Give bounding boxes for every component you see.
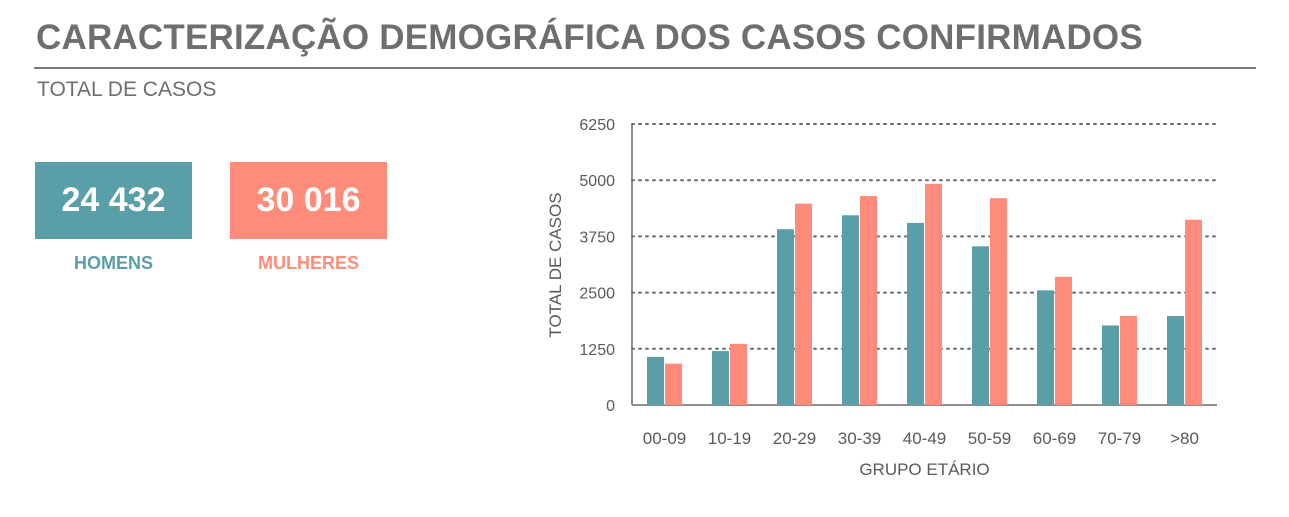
x-tick-label: 50-59 [968,429,1011,448]
x-axis-title: GRUPO ETÁRIO [859,460,989,479]
bar-men [842,215,859,405]
bar-women [1055,276,1072,405]
men-total-card: 24 432 [35,162,192,239]
y-tick-label: 3750 [579,229,615,246]
x-tick-label: 60-69 [1033,429,1076,448]
bar-women [1120,315,1137,405]
page-title: CARACTERIZAÇÃO DEMOGRÁFICA DOS CASOS CON… [36,18,1143,57]
bar-men [647,356,664,405]
x-tick-label: 20-29 [773,429,816,448]
bar-men [712,351,729,405]
bar-women [1185,219,1202,405]
bar-men [972,246,989,405]
bar-women [730,343,747,405]
section-subtitle: TOTAL DE CASOS [37,78,217,101]
men-total-label: HOMENS [73,253,153,273]
bar-men [1167,315,1184,405]
bar-men [1037,290,1054,405]
x-tick-label: >80 [1170,429,1199,448]
x-tick-label: 40-49 [903,429,946,448]
bar-men [777,229,794,405]
bar-women [795,203,812,405]
x-tick-label: 10-19 [708,429,751,448]
y-tick-label: 2500 [579,286,615,303]
bar-women [925,183,942,405]
men-total-value: 24 432 [61,181,166,219]
x-tick-label: 00-09 [643,429,686,448]
bar-women [860,195,877,405]
title-divider [34,67,1256,69]
women-total-card: 30 016 [230,162,387,239]
bar-men [1102,325,1119,405]
y-axis-title: TOTAL DE CASOS [546,192,565,337]
y-tick-label: 5000 [579,173,615,190]
bar-women [990,198,1007,405]
women-total-value: 30 016 [256,181,361,219]
y-tick-label: 6250 [579,117,615,134]
x-tick-label: 30-39 [838,429,881,448]
women-total-label: MULHERES [257,253,359,273]
bar-women [665,363,682,405]
y-tick-label: 1250 [579,342,615,359]
bar-men [907,222,924,405]
x-tick-label: 70-79 [1098,429,1141,448]
y-tick-label: 0 [606,398,615,415]
